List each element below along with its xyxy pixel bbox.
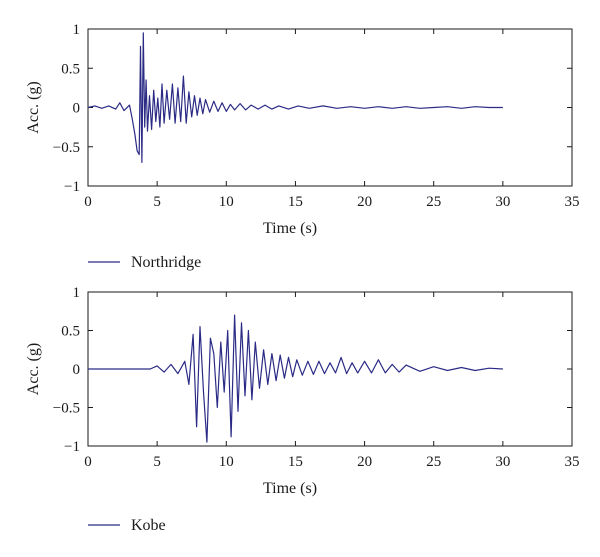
y-tick-label: −0.5 (53, 140, 80, 156)
x-tick-label: 15 (288, 454, 303, 470)
x-tick-label: 15 (288, 194, 303, 210)
x-tick-label: 0 (84, 454, 92, 470)
series-line-northridge (87, 32, 503, 163)
x-axis-label: Time (s) (263, 220, 317, 237)
x-tick-label: 10 (219, 454, 234, 470)
y-tick-label: −1 (64, 439, 80, 455)
legend: Northridge (88, 254, 201, 271)
x-tick-label: 5 (153, 454, 161, 470)
y-axis: 1 0.5 0 −0.5 −1 (53, 22, 572, 195)
y-axis-label: Acc. (g) (25, 81, 42, 133)
y-tick-label: 0 (73, 362, 81, 378)
x-tick-label: 20 (357, 194, 372, 210)
x-tick-label: 35 (565, 454, 580, 470)
northridge-panel: 1 0.5 0 −0.5 −1 0 5 10 15 20 25 30 35 Acc. (g) Time… (25, 22, 580, 271)
y-tick-label: 0.5 (61, 61, 80, 77)
x-axis-label: Time (s) (263, 480, 317, 497)
y-tick-label: −0.5 (53, 401, 80, 417)
legend-label-kobe: Kobe (131, 517, 166, 534)
kobe-panel: 1 0.5 0 −0.5 −1 0 5 10 15 20 25 30 35 Acc. (g) Time… (25, 285, 580, 534)
y-tick-label: 1 (73, 285, 81, 301)
y-axis-label: Acc. (g) (25, 343, 42, 395)
series-group (87, 32, 503, 163)
x-tick-label: 30 (495, 194, 510, 210)
x-tick-label: 10 (219, 194, 234, 210)
x-tick-label: 5 (153, 194, 161, 210)
x-tick-label: 25 (426, 194, 441, 210)
series-group (88, 314, 503, 443)
x-tick-label: 30 (495, 454, 510, 470)
x-tick-label: 35 (565, 194, 580, 210)
y-tick-label: 0 (73, 101, 81, 117)
y-tick-label: 0.5 (61, 324, 80, 340)
x-axis: 0 5 10 15 20 25 30 35 (84, 29, 580, 210)
legend: Kobe (88, 517, 166, 534)
y-tick-label: −1 (64, 179, 80, 195)
y-axis: 1 0.5 0 −0.5 −1 (53, 285, 572, 455)
x-tick-label: 0 (84, 194, 92, 210)
legend-label-northridge: Northridge (131, 254, 201, 271)
x-axis: 0 5 10 15 20 25 30 35 (84, 292, 580, 470)
x-tick-label: 20 (357, 454, 372, 470)
x-tick-label: 25 (426, 454, 441, 470)
series-line-kobe (88, 314, 503, 443)
y-tick-label: 1 (73, 22, 81, 38)
